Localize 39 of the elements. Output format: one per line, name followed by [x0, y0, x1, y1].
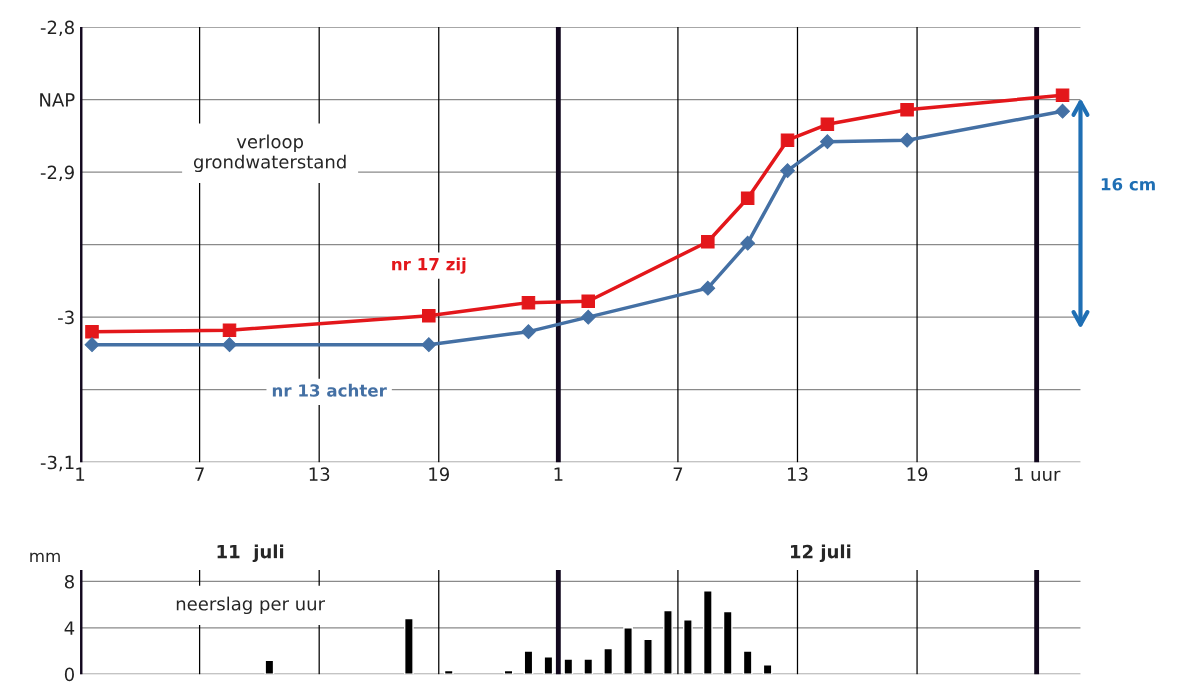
bar: [722, 610, 733, 675]
x-tick-label: 1 uur: [1014, 467, 1061, 482]
y-tick-label: NAP: [40, 93, 75, 107]
x-tick-label: 7: [195, 467, 204, 481]
y-tick-label: -3,1: [40, 455, 74, 472]
text: 11 juli: [217, 544, 284, 563]
y-axis-title: mm: [30, 552, 60, 562]
x-tick-label: 1: [76, 467, 85, 481]
bar: [563, 658, 574, 675]
bar: [543, 656, 554, 675]
y-tick-label: -2,9: [40, 165, 74, 182]
y-tick-label: 4: [64, 621, 75, 635]
text: nr 17 zij: [392, 257, 466, 274]
text: nr 13 achter: [272, 383, 387, 397]
bar: [742, 650, 753, 675]
x-tick-label: 7: [673, 467, 683, 481]
bar: [702, 590, 713, 675]
y-tick-label: 8: [64, 574, 74, 589]
bar: [623, 627, 633, 675]
bar: [682, 619, 693, 675]
y-tick-label: -3: [58, 310, 74, 325]
x-tick-label: 13: [787, 467, 808, 482]
bar: [603, 647, 614, 675]
x-tick-label: 19: [907, 467, 928, 482]
y-tick-label: -2,8: [40, 20, 74, 37]
text: 12 juli: [790, 544, 851, 563]
annotation: verloop grondwaterstand: [193, 134, 346, 173]
bar: [503, 669, 514, 675]
x-tick-label: 13: [309, 467, 330, 482]
annotation: neerslag per uur: [176, 596, 326, 615]
bar: [643, 638, 653, 675]
bar: [762, 664, 773, 675]
bar: [663, 609, 673, 675]
x-tick-label: 1: [554, 467, 563, 481]
x-tick-label: 19: [429, 467, 449, 482]
bar: [583, 658, 594, 675]
text: 16 cm: [1101, 177, 1155, 191]
y-tick-label: 0: [64, 667, 74, 682]
bar: [523, 650, 534, 675]
